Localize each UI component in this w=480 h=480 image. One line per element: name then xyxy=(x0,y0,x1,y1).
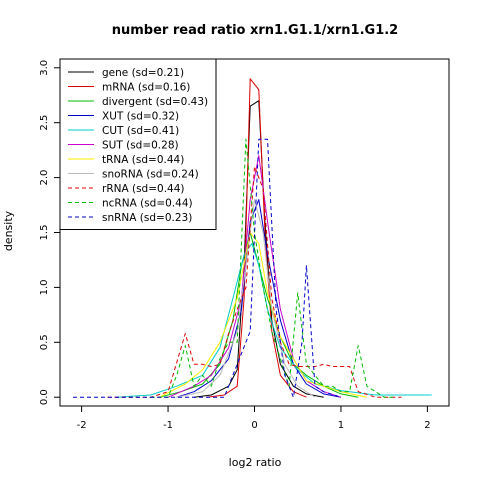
series-line-10 xyxy=(73,138,342,398)
x-axis: -2 -1 0 1 2 xyxy=(77,406,431,431)
legend-label: CUT (sd=0.41) xyxy=(102,125,179,137)
legend-label: ncRNA (sd=0.44) xyxy=(102,198,193,210)
legend-label: tRNA (sd=0.44) xyxy=(102,154,184,166)
legend-label: XUT (sd=0.32) xyxy=(102,111,179,123)
x-tick-label: 0 xyxy=(251,420,257,431)
legend-label: rRNA (sd=0.44) xyxy=(102,183,185,195)
chart-title: number read ratio xrn1.G1.1/xrn1.G1.2 xyxy=(112,23,398,38)
legend-label: SUT (sd=0.28) xyxy=(102,140,179,152)
series-line-9 xyxy=(150,138,393,398)
series-line-7 xyxy=(176,199,316,398)
x-tick-label: -2 xyxy=(77,420,87,431)
legend-label: divergent (sd=0.43) xyxy=(102,96,208,108)
series-line-3 xyxy=(176,199,341,398)
x-tick-label: 2 xyxy=(424,420,430,431)
legend-label: snRNA (sd=0.23) xyxy=(102,212,192,224)
legend-label: gene (sd=0.21) xyxy=(102,67,184,79)
legend: gene (sd=0.21) mRNA (sd=0.16) divergent (s… xyxy=(59,58,217,230)
y-tick-label: 2.5 xyxy=(39,115,50,131)
series-lines xyxy=(73,78,432,398)
x-tick-label: 1 xyxy=(338,420,344,431)
y-tick-label: 0.0 xyxy=(39,389,50,405)
series-line-6 xyxy=(159,232,368,398)
series-line-1 xyxy=(206,78,307,398)
y-axis: 0.0 0.5 1.0 1.5 2.0 2.5 3.0 xyxy=(39,60,60,405)
y-tick-label: 1.0 xyxy=(39,279,50,295)
y-tick-label: 2.0 xyxy=(39,170,50,186)
x-tick-label: -1 xyxy=(163,420,173,431)
y-axis-label: density xyxy=(2,210,15,251)
x-axis-label: log2 ratio xyxy=(229,456,282,469)
y-tick-label: 0.5 xyxy=(39,334,50,350)
legend-label: snoRNA (sd=0.24) xyxy=(102,169,199,181)
legend-label: mRNA (sd=0.16) xyxy=(102,82,190,94)
series-line-8 xyxy=(107,166,402,398)
y-tick-label: 3.0 xyxy=(39,60,50,76)
y-tick-label: 1.5 xyxy=(39,225,50,241)
